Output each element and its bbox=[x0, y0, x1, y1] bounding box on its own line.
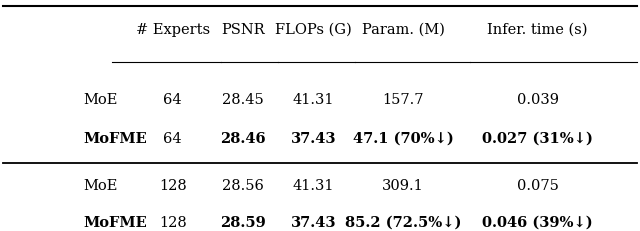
Text: 41.31: 41.31 bbox=[293, 94, 334, 107]
Text: PSNR: PSNR bbox=[221, 23, 265, 37]
Text: # Experts: # Experts bbox=[136, 23, 210, 37]
Text: 28.45: 28.45 bbox=[222, 94, 264, 107]
Text: 64: 64 bbox=[163, 132, 182, 146]
Text: 309.1: 309.1 bbox=[382, 179, 424, 193]
Text: MoE: MoE bbox=[83, 179, 118, 193]
Text: 47.1 (70%↓): 47.1 (70%↓) bbox=[353, 132, 454, 146]
Text: MoFME: MoFME bbox=[83, 216, 147, 230]
Text: 128: 128 bbox=[159, 216, 187, 230]
Text: 157.7: 157.7 bbox=[383, 94, 424, 107]
Text: 0.027 (31%↓): 0.027 (31%↓) bbox=[482, 132, 593, 146]
Text: 28.46: 28.46 bbox=[220, 132, 266, 146]
Text: 0.039: 0.039 bbox=[516, 94, 559, 107]
Text: 37.43: 37.43 bbox=[291, 216, 337, 230]
Text: 85.2 (72.5%↓): 85.2 (72.5%↓) bbox=[345, 216, 461, 230]
Text: 128: 128 bbox=[159, 179, 187, 193]
Text: 37.43: 37.43 bbox=[291, 132, 337, 146]
Text: MoE: MoE bbox=[83, 94, 118, 107]
Text: 28.59: 28.59 bbox=[220, 216, 266, 230]
Text: 0.046 (39%↓): 0.046 (39%↓) bbox=[483, 216, 593, 230]
Text: 28.56: 28.56 bbox=[222, 179, 264, 193]
Text: Param. (M): Param. (M) bbox=[362, 23, 445, 37]
Text: 41.31: 41.31 bbox=[293, 179, 334, 193]
Text: FLOPs (G): FLOPs (G) bbox=[275, 23, 352, 37]
Text: Infer. time (s): Infer. time (s) bbox=[487, 23, 588, 37]
Text: 64: 64 bbox=[163, 94, 182, 107]
Text: MoFME: MoFME bbox=[83, 132, 147, 146]
Text: 0.075: 0.075 bbox=[516, 179, 559, 193]
